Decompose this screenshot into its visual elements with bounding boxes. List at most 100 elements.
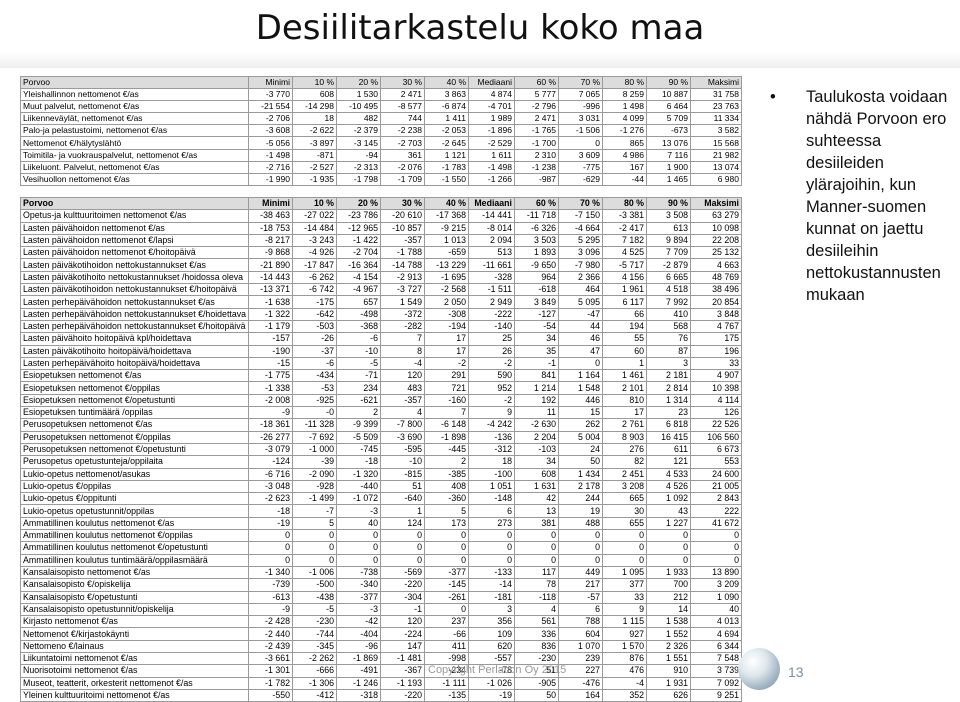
value-cell: -10 <box>380 455 425 469</box>
value-cell: 22 208 <box>690 233 742 248</box>
value-cell: 3 508 <box>646 209 691 223</box>
row-label-cell: Nettomeno €/lainaus <box>20 639 249 653</box>
value-cell: 0 <box>646 529 691 543</box>
value-cell: -12 965 <box>336 221 381 235</box>
row-label-cell: Nettomenot €/kirjastokäynti <box>20 627 249 641</box>
row-label-cell: Lasten päiväkotihoito nettokustannukset … <box>20 270 249 285</box>
value-cell: 14 <box>646 602 691 617</box>
value-cell: -10 <box>336 344 381 358</box>
value-cell: 0 <box>558 136 603 150</box>
value-cell: 42 <box>514 492 559 506</box>
value-cell: 4 525 <box>602 246 647 260</box>
value-cell: 4 907 <box>690 369 742 383</box>
value-cell: -135 <box>424 688 469 702</box>
value-cell: 276 <box>602 442 647 457</box>
header-cell: 90 % <box>646 75 691 90</box>
value-cell: 273 <box>468 516 515 531</box>
value-cell: -1 306 <box>292 676 337 690</box>
value-cell: -3 661 <box>248 651 293 666</box>
value-cell: -3 727 <box>380 283 425 297</box>
value-cell: -11 718 <box>514 209 559 223</box>
value-cell: 9 894 <box>646 233 691 248</box>
value-cell: 4 156 <box>602 270 647 285</box>
value-cell: 411 <box>424 639 469 653</box>
value-cell: -440 <box>336 479 381 494</box>
value-cell: 0 <box>336 541 381 555</box>
value-cell: 1 411 <box>424 112 469 126</box>
value-cell: 78 <box>514 578 559 592</box>
value-cell: 30 <box>602 504 647 518</box>
value-cell: 34 <box>514 455 559 469</box>
value-cell: 836 <box>514 639 559 653</box>
value-cell: -2 716 <box>248 160 293 174</box>
value-cell: 23 <box>646 406 691 420</box>
value-cell: 1 530 <box>336 88 381 102</box>
value-cell: 0 <box>292 529 337 543</box>
value-cell: 13 <box>514 504 559 518</box>
value-cell: -261 <box>424 590 469 604</box>
value-cell: 7 <box>424 406 469 420</box>
value-cell: 147 <box>380 639 425 653</box>
value-cell: -2 623 <box>248 492 293 506</box>
value-cell: -4 701 <box>468 100 515 114</box>
header-cell: 70 % <box>558 75 603 90</box>
value-cell: -127 <box>514 307 559 321</box>
table-row: Liikenneväylät, nettomenot €/as -2 706 18 4… <box>20 112 742 126</box>
value-cell: 2 471 <box>514 112 559 126</box>
row-label-cell: Perusopetus opetustunteja/oppilaita <box>20 455 249 469</box>
value-cell: 126 <box>690 406 742 420</box>
value-cell: 2 <box>424 455 469 469</box>
value-cell: -498 <box>336 307 381 321</box>
row-label-cell: Esiopetuksen tuntimäärä /oppilas <box>20 406 249 420</box>
value-cell: 8 903 <box>602 430 647 444</box>
value-cell: -500 <box>292 578 337 592</box>
value-cell: 38 496 <box>690 283 742 297</box>
value-cell: 173 <box>424 516 469 531</box>
header-cell: 40 % <box>424 75 469 90</box>
header-cell: Porvoo <box>20 75 249 90</box>
row-label-cell: Liikeluont. Palvelut, nettomenot €/as <box>20 160 249 174</box>
value-cell: 356 <box>468 615 515 629</box>
value-cell: -2 053 <box>424 124 469 138</box>
value-cell: 0 <box>380 529 425 543</box>
value-cell: -340 <box>336 578 381 592</box>
value-cell: -3 897 <box>292 136 337 150</box>
value-cell: -78 <box>468 664 515 678</box>
value-cell: -20 610 <box>380 209 425 223</box>
pearl-logo <box>738 648 780 690</box>
value-cell: 121 <box>646 455 691 469</box>
row-label-cell: Esiopetuksen nettomenot €/opetustunti <box>20 393 249 408</box>
value-cell: -618 <box>514 283 559 297</box>
table-row: Yleishallinnon nettomenot €/as -3 770 608 1… <box>20 88 742 102</box>
value-cell: -1 782 <box>248 676 293 690</box>
value-cell: -17 368 <box>424 209 469 223</box>
table-row: Lasten päivähoidon nettomenot €/hoitopäi… <box>20 246 742 260</box>
value-cell: 0 <box>468 529 515 543</box>
table-row: Lasten päivähoidon nettomenot €/as -18 75… <box>20 221 742 235</box>
row-label-cell: Lasten päivähoidon nettomenot €/lapsi <box>20 233 249 248</box>
table-row: Lukio-opetus nettomenot/asukas -6 716 -2 0… <box>20 467 742 481</box>
value-cell: 0 <box>514 541 559 555</box>
value-cell: 410 <box>646 307 691 321</box>
value-cell: 744 <box>380 112 425 126</box>
value-cell: 6 344 <box>690 639 742 653</box>
value-cell: 0 <box>602 553 647 567</box>
value-cell: -2 428 <box>248 615 293 629</box>
value-cell: 6 673 <box>690 442 742 457</box>
value-cell: 483 <box>380 381 425 395</box>
value-cell: 35 <box>514 344 559 358</box>
row-label-cell: Palo-ja pelastustoimi, nettomenot €/as <box>20 124 249 138</box>
value-cell: 21 005 <box>690 479 742 494</box>
table-row: Yleinen kulttuuritoimi nettomenot €/as -5… <box>20 688 742 702</box>
value-cell: -1 276 <box>602 124 647 138</box>
value-cell: -133 <box>468 565 515 580</box>
value-cell: -16 364 <box>336 258 381 272</box>
value-cell: -1 498 <box>248 148 293 162</box>
value-cell: -18 <box>248 504 293 518</box>
value-cell: 6 <box>558 602 603 617</box>
value-cell: -7 <box>292 504 337 518</box>
value-cell: 1 070 <box>558 639 603 653</box>
value-cell: 488 <box>558 516 603 531</box>
value-cell: 0 <box>514 553 559 567</box>
value-cell: -190 <box>248 344 293 358</box>
